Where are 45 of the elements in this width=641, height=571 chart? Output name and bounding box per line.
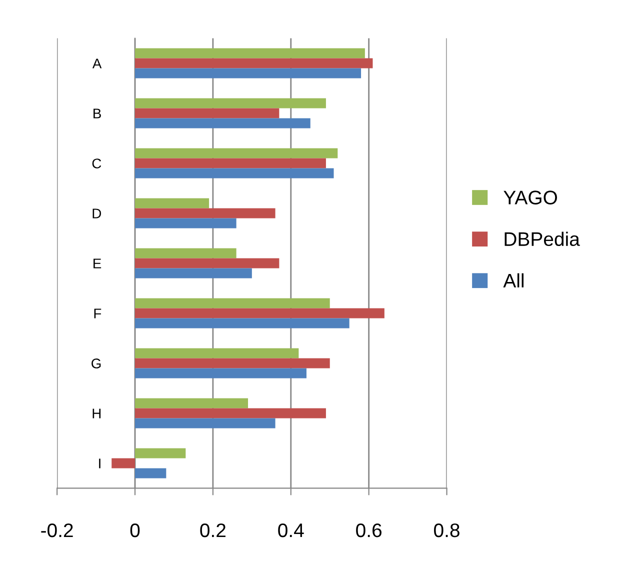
y-tick-label: G xyxy=(92,358,101,368)
legend-label: DBPedia xyxy=(504,232,580,246)
legend-label: All xyxy=(503,273,524,288)
bar xyxy=(134,118,310,128)
bar xyxy=(134,148,338,158)
bar xyxy=(134,348,299,358)
bar xyxy=(134,308,384,318)
y-tick-label: F xyxy=(94,308,102,318)
bar xyxy=(134,158,326,168)
x-tick-label: 0.4 xyxy=(278,523,304,538)
y-tick-label: E xyxy=(94,258,102,268)
legend-label: YAGO xyxy=(504,190,558,204)
bar xyxy=(134,58,373,68)
bar xyxy=(134,448,186,458)
bar xyxy=(134,98,326,108)
bar xyxy=(134,408,326,418)
y-tick-label: H xyxy=(92,408,101,418)
bar xyxy=(134,198,210,208)
bar xyxy=(134,218,236,228)
bar xyxy=(134,268,252,278)
bar xyxy=(134,258,280,268)
bar xyxy=(134,248,236,258)
bar xyxy=(134,298,330,308)
y-tick-label: I xyxy=(99,458,100,468)
bar xyxy=(134,398,248,408)
bar xyxy=(134,208,276,218)
bar xyxy=(134,368,306,378)
x-tick-label: 0.6 xyxy=(356,523,382,538)
x-tick-label: 0.2 xyxy=(200,523,226,538)
bar xyxy=(134,318,350,328)
bar xyxy=(134,48,365,58)
x-tick-label: 0.8 xyxy=(434,523,460,538)
y-tick-label: B xyxy=(94,108,101,118)
y-tick-label: C xyxy=(92,158,102,168)
y-tick-label: A xyxy=(92,58,102,68)
bar xyxy=(134,358,330,368)
bar xyxy=(134,418,276,428)
x-tick-label: -0.2 xyxy=(41,523,73,538)
bar xyxy=(134,68,362,78)
bar xyxy=(134,108,280,118)
y-tick-label: D xyxy=(92,208,101,218)
bar xyxy=(134,168,334,178)
x-tick-label: 0 xyxy=(130,523,140,538)
bar xyxy=(112,458,135,468)
bar xyxy=(134,468,166,478)
